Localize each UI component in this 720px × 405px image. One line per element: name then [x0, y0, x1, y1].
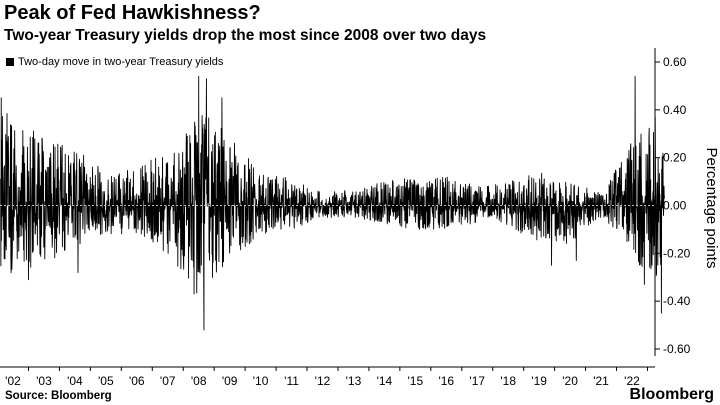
- y-tick-label: 0.60: [663, 55, 687, 69]
- x-tick-label: '07: [160, 374, 176, 388]
- legend-swatch: [6, 58, 14, 66]
- x-tick-label: '19: [531, 374, 547, 388]
- legend: Two-day move in two-year Treasury yields: [6, 56, 223, 68]
- x-tick-label: '13: [346, 374, 362, 388]
- y-tick-label: -0.40: [663, 294, 691, 308]
- y-tick-label: 0.40: [663, 103, 687, 117]
- y-tick-label: 0.20: [663, 151, 687, 165]
- x-tick-label: '11: [284, 374, 299, 388]
- x-tick-label: '09: [222, 374, 238, 388]
- x-tick-label: '10: [253, 374, 269, 388]
- x-tick-label: '12: [315, 374, 331, 388]
- x-tick-label: '04: [67, 374, 83, 388]
- y-axis: 0.60 0.40 0.20 0.00 -0.20 -0.40 -0.60: [0, 48, 691, 356]
- x-tick-label: '02: [5, 374, 21, 388]
- x-tick-label: '14: [377, 374, 393, 388]
- x-tick-label: '22: [624, 374, 640, 388]
- x-tick-label: '20: [562, 374, 578, 388]
- y-tick-label: 0.00: [663, 199, 687, 213]
- x-tick-label: '03: [36, 374, 52, 388]
- y-tick-label: -0.20: [663, 246, 691, 260]
- x-axis: '02 '03 '04 '05 '06 '07 '08 '09 '10 '11 '12 '13 '14 '…: [0, 366, 655, 388]
- x-tick-label: '05: [98, 374, 114, 388]
- series-group: [0, 75, 665, 331]
- x-tick-label: '17: [469, 374, 485, 388]
- x-tick-label: '15: [408, 374, 424, 388]
- bloomberg-logo: Bloomberg: [629, 386, 714, 403]
- legend-label: Two-day move in two-year Treasury yields: [18, 56, 224, 68]
- series-line: [0, 75, 665, 331]
- y-tick-label: -0.60: [663, 342, 691, 356]
- x-tick-label: '18: [500, 374, 516, 388]
- chart-subtitle: Two-year Treasury yields drop the most s…: [4, 27, 487, 44]
- source-note: Source: Bloomberg: [5, 390, 112, 402]
- chart-title: Peak of Fed Hawkishness?: [4, 2, 261, 24]
- x-tick-label: '08: [191, 374, 207, 388]
- x-tick-label: '21: [593, 374, 609, 388]
- x-tick-label: '06: [129, 374, 145, 388]
- x-tick-label: '16: [438, 374, 454, 388]
- y-axis-label: Percentage points: [703, 148, 720, 269]
